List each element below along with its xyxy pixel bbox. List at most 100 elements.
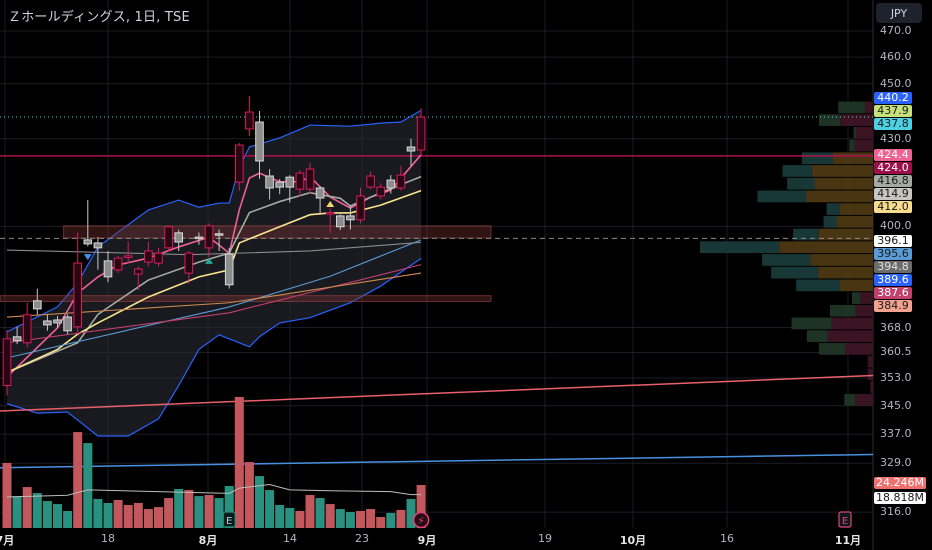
- volume-bar: [12, 496, 22, 528]
- earnings-marker-shape: [838, 511, 852, 528]
- candle-body: [214, 233, 224, 236]
- price-axis-tick: 400.0: [880, 219, 912, 233]
- price-axis-tick: 345.0: [880, 398, 912, 412]
- volume-bar: [356, 510, 365, 528]
- volume-bar: [22, 487, 32, 528]
- price-axis-tick: 430.0: [880, 131, 912, 145]
- candle-body: [275, 181, 284, 188]
- volume-profile-up-bar: [829, 304, 856, 317]
- volume-profile-up-bar: [818, 114, 841, 126]
- volume-profile-up-bar: [844, 393, 856, 406]
- candle-body: [154, 252, 163, 264]
- volume-profile-down-bar: [839, 203, 873, 215]
- volume-bar: [224, 485, 234, 528]
- volume-bar: [416, 485, 426, 528]
- volume-bar: [154, 507, 163, 528]
- volume-profile-up-bar: [849, 139, 855, 152]
- volume-bar: [204, 495, 214, 528]
- price-label-badge: 437.9: [874, 105, 912, 117]
- volume-profile-up-bar: [806, 330, 828, 343]
- candle-body: [356, 195, 365, 221]
- price-axis-tick: 360.5: [880, 345, 912, 359]
- volume-bar: [234, 396, 244, 528]
- time-axis-tick: 9月: [417, 534, 437, 547]
- volume-profile-up-bar: [762, 254, 811, 266]
- price-label-badge: 412.0: [874, 201, 912, 213]
- time-axis-tick: 8月: [198, 534, 218, 547]
- volume-profile-down-bar: [860, 292, 873, 304]
- volume-bar: [325, 504, 335, 528]
- dividend-flash-icon[interactable]: ⚡: [412, 511, 430, 529]
- volume-profile-up-bar: [853, 126, 856, 139]
- volume-profile-up-bar: [771, 266, 818, 279]
- volume-profile-down-bar: [810, 254, 873, 266]
- volume-profile-down-bar: [865, 101, 873, 114]
- candle-body: [376, 186, 385, 197]
- price-label-badge: 387.6: [874, 287, 912, 299]
- volume-bar: [73, 432, 83, 528]
- event-label: E: [842, 516, 848, 527]
- candle-body: [164, 226, 173, 249]
- volume-profile-up-bar: [801, 152, 833, 165]
- volume-profile-down-bar: [840, 114, 873, 126]
- currency-button[interactable]: JPY: [876, 3, 922, 23]
- volume-bar: [255, 476, 264, 528]
- candle-body: [235, 144, 244, 183]
- volume-profile-up-bar: [791, 317, 832, 330]
- candle-body: [63, 316, 72, 332]
- volume-profile-down-bar: [831, 317, 873, 330]
- price-label-badge: 424.0: [874, 162, 912, 174]
- volume-profile-up-bar: [823, 215, 837, 228]
- candle-body: [245, 111, 254, 130]
- time-axis-tick: 14: [283, 532, 297, 545]
- candle-body: [184, 252, 194, 274]
- candle-body: [305, 168, 315, 190]
- candle-body: [73, 262, 83, 328]
- volume-profile-up-bar: [818, 343, 845, 355]
- volume-profile-down-bar: [814, 177, 873, 190]
- volume-bar: [83, 443, 93, 528]
- price-axis-tick: 316.0: [880, 505, 912, 519]
- volume-profile-up-bar: [787, 177, 815, 190]
- event-label: ⚡: [418, 516, 425, 527]
- volume-bar: [335, 509, 345, 528]
- earnings-icon[interactable]: E: [222, 511, 236, 528]
- volume-label-badge: 24.246M: [874, 477, 926, 489]
- volume-profile-down-bar: [805, 190, 873, 203]
- candle-body: [53, 319, 62, 324]
- bollinger-lower-line: [6, 257, 422, 437]
- volume-bar: [295, 510, 305, 528]
- symbol-title: Ｚホールディングス, 1日, TSE: [8, 10, 190, 25]
- earnings-icon[interactable]: E: [838, 511, 852, 528]
- volume-profile-up-bar: [796, 279, 840, 292]
- volume-bar: [143, 509, 153, 528]
- candle-body: [103, 260, 113, 278]
- candle-body: [83, 239, 93, 245]
- candle-body: [43, 320, 52, 326]
- volume-bar: [113, 499, 123, 528]
- moving-average-line: [6, 154, 422, 378]
- candle-body: [12, 336, 22, 342]
- price-label-badge: 395.6: [874, 248, 912, 260]
- volume-bar: [123, 504, 133, 528]
- volume-profile-up-bar: [793, 228, 819, 241]
- time-axis-tick: 16: [720, 532, 734, 545]
- volume-profile-down-bar: [854, 139, 873, 152]
- candle-body: [336, 215, 345, 228]
- candle-body: [93, 242, 103, 249]
- candle-body: [295, 172, 305, 190]
- price-label-badge: 394.8: [874, 261, 912, 273]
- candle-body: [204, 225, 214, 249]
- candle-body: [22, 314, 32, 344]
- signal-triangle-up-icon: [205, 257, 213, 264]
- time-axis-tick: 11月: [834, 534, 862, 547]
- price-label-badge: 384.9: [874, 300, 912, 312]
- candle-body: [406, 146, 416, 152]
- dividend-marker-shape: [412, 511, 430, 529]
- price-axis-tick: 450.0: [880, 76, 912, 90]
- price-axis-tick: 329.0: [880, 456, 912, 470]
- candle-body: [2, 338, 12, 387]
- volume-profile-up-bar: [851, 292, 861, 304]
- volume-bar: [315, 498, 325, 528]
